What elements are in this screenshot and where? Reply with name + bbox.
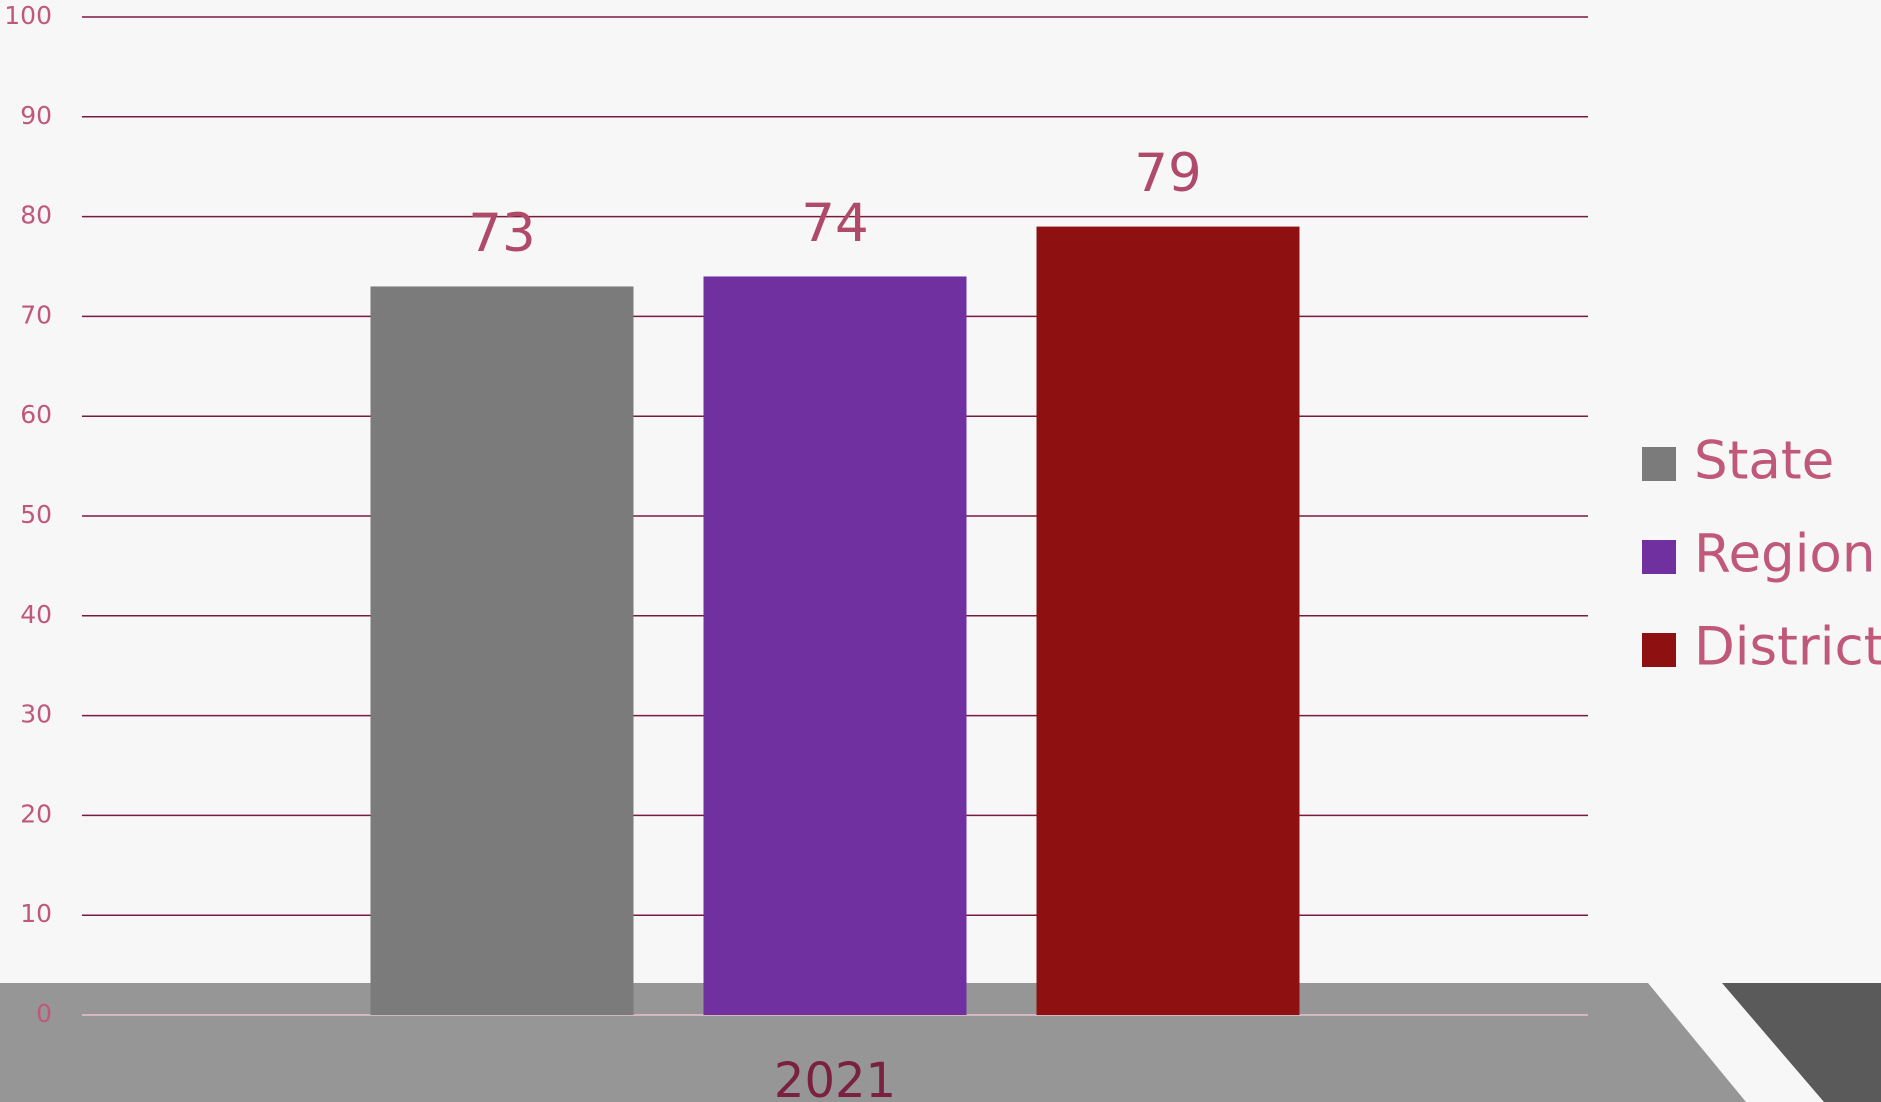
- data-label: 73: [468, 203, 535, 264]
- y-tick-label: 80: [20, 201, 52, 230]
- y-tick-label: 100: [4, 1, 52, 30]
- x-tick-label: 2021: [774, 1053, 896, 1102]
- y-tick-label: 90: [20, 101, 52, 130]
- y-tick-label: 50: [20, 500, 52, 529]
- legend-swatch: [1642, 633, 1676, 667]
- y-tick-label: 10: [20, 899, 52, 928]
- y-tick-label: 0: [36, 999, 52, 1028]
- legend-label: Region: [1694, 524, 1875, 585]
- legend-label: State: [1694, 431, 1834, 492]
- bar: [370, 286, 634, 1016]
- y-tick-label: 20: [20, 799, 52, 828]
- legend-swatch: [1642, 447, 1676, 481]
- y-tick-label: 30: [20, 700, 52, 729]
- y-tick-label: 60: [20, 400, 52, 429]
- data-label: 79: [1134, 143, 1201, 204]
- bar: [703, 276, 967, 1016]
- bar: [1036, 226, 1300, 1015]
- floor-accent: [1722, 983, 1881, 1102]
- y-tick-label: 40: [20, 600, 52, 629]
- y-tick-label: 70: [20, 300, 52, 329]
- data-label: 74: [801, 193, 868, 254]
- legend-swatch: [1642, 540, 1676, 574]
- legend-label: District: [1694, 617, 1881, 678]
